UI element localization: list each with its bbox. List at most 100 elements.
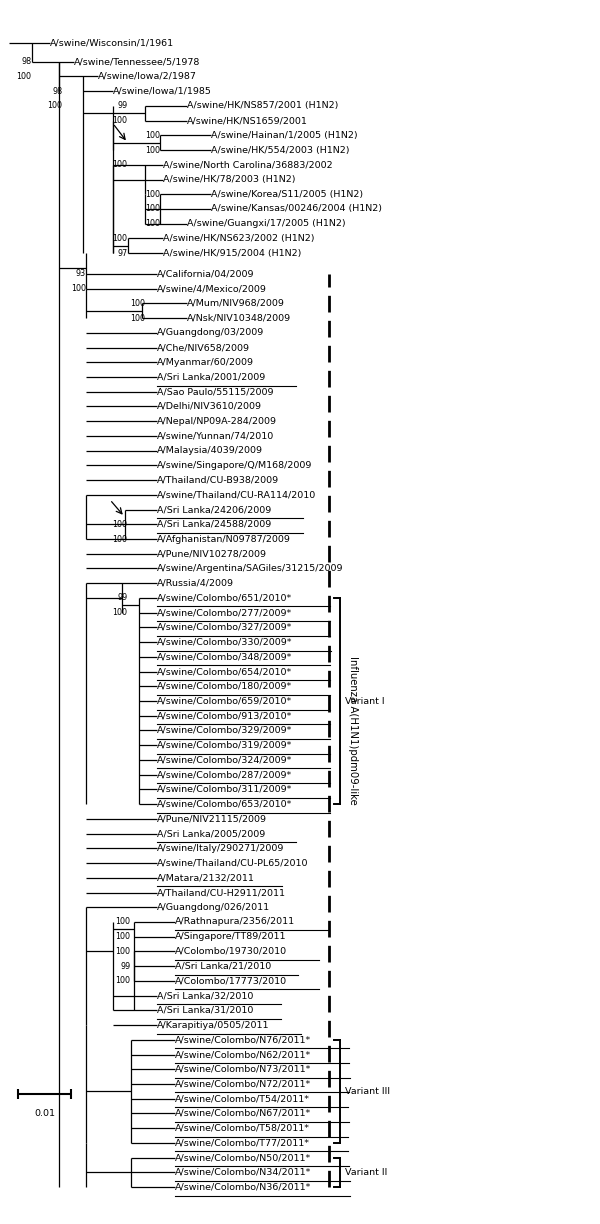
- Text: A/Nepal/NP09A-284/2009: A/Nepal/NP09A-284/2009: [157, 416, 277, 426]
- Text: A/Karapitiya/0505/2011: A/Karapitiya/0505/2011: [157, 1021, 270, 1029]
- Text: A/swine/Yunnan/74/2010: A/swine/Yunnan/74/2010: [157, 431, 275, 441]
- Text: A/Colombo/19730/2010: A/Colombo/19730/2010: [175, 947, 287, 956]
- Text: 100: 100: [130, 313, 145, 323]
- Text: A/Colombo/17773/2010: A/Colombo/17773/2010: [175, 977, 287, 985]
- Text: A/swine/Colombo/N50/2011*: A/swine/Colombo/N50/2011*: [175, 1153, 311, 1162]
- Text: A/swine/Italy/290271/2009: A/swine/Italy/290271/2009: [157, 843, 285, 853]
- Text: 100: 100: [130, 299, 145, 308]
- Text: A/Malaysia/4039/2009: A/Malaysia/4039/2009: [157, 447, 263, 455]
- Text: A/swine/Colombo/180/2009*: A/swine/Colombo/180/2009*: [157, 682, 293, 690]
- Text: 100: 100: [113, 520, 128, 529]
- Text: 100: 100: [113, 535, 128, 543]
- Text: 100: 100: [113, 160, 128, 169]
- Text: A/swine/Colombo/N73/2011*: A/swine/Colombo/N73/2011*: [175, 1065, 311, 1073]
- Text: A/Sri Lanka/24588/2009: A/Sri Lanka/24588/2009: [157, 520, 272, 529]
- Text: Influenza A(H1N1)pdm09-like: Influenza A(H1N1)pdm09-like: [349, 656, 358, 805]
- Text: A/swine/HK/915/2004 (H1N2): A/swine/HK/915/2004 (H1N2): [163, 248, 302, 258]
- Text: A/swine/Colombo/N76/2011*: A/swine/Colombo/N76/2011*: [175, 1036, 311, 1044]
- Text: 99: 99: [118, 102, 128, 110]
- Text: 100: 100: [116, 947, 131, 956]
- Text: A/swine/Colombo/T54/2011*: A/swine/Colombo/T54/2011*: [175, 1094, 310, 1103]
- Text: Variant II: Variant II: [345, 1168, 388, 1176]
- Text: A/swine/Wisconsin/1/1961: A/swine/Wisconsin/1/1961: [50, 38, 175, 48]
- Text: A/swine/Colombo/T58/2011*: A/swine/Colombo/T58/2011*: [175, 1124, 310, 1132]
- Text: A/Che/NIV658/2009: A/Che/NIV658/2009: [157, 343, 250, 353]
- Text: 100: 100: [145, 204, 160, 213]
- Text: A/swine/HK/78/2003 (H1N2): A/swine/HK/78/2003 (H1N2): [163, 175, 296, 184]
- Text: 100: 100: [113, 234, 128, 242]
- Text: A/swine/Colombo/N36/2011*: A/swine/Colombo/N36/2011*: [175, 1182, 311, 1192]
- Text: A/swine/Iowa/1/1985: A/swine/Iowa/1/1985: [113, 87, 212, 95]
- Text: Variant III: Variant III: [345, 1087, 391, 1095]
- Text: A/Russia/4/2009: A/Russia/4/2009: [157, 579, 235, 588]
- Text: A/swine/Colombo/N67/2011*: A/swine/Colombo/N67/2011*: [175, 1109, 311, 1118]
- Text: A/swine/Argentina/SAGiles/31215/2009: A/swine/Argentina/SAGiles/31215/2009: [157, 564, 344, 573]
- Text: A/swine/Colombo/319/2009*: A/swine/Colombo/319/2009*: [157, 741, 293, 750]
- Text: A/Matara/2132/2011: A/Matara/2132/2011: [157, 873, 255, 883]
- Text: A/Sri Lanka/2001/2009: A/Sri Lanka/2001/2009: [157, 372, 266, 382]
- Text: A/Sri Lanka/21/2010: A/Sri Lanka/21/2010: [175, 962, 271, 971]
- Text: A/swine/Guangxi/17/2005 (H1N2): A/swine/Guangxi/17/2005 (H1N2): [187, 219, 346, 228]
- Text: A/swine/Colombo/311/2009*: A/swine/Colombo/311/2009*: [157, 785, 293, 794]
- Text: A/Sri Lanka/31/2010: A/Sri Lanka/31/2010: [157, 1006, 254, 1015]
- Text: A/California/04/2009: A/California/04/2009: [157, 269, 255, 278]
- Text: 100: 100: [71, 284, 86, 293]
- Text: A/swine/Iowa/2/1987: A/swine/Iowa/2/1987: [98, 72, 197, 81]
- Text: A/swine/Colombo/N72/2011*: A/swine/Colombo/N72/2011*: [175, 1080, 311, 1088]
- Text: 100: 100: [16, 72, 31, 81]
- Text: A/swine/Singapore/Q/M168/2009: A/swine/Singapore/Q/M168/2009: [157, 461, 313, 470]
- Text: 100: 100: [145, 146, 160, 154]
- Text: 100: 100: [116, 918, 131, 927]
- Text: A/swine/Thailand/CU-PL65/2010: A/swine/Thailand/CU-PL65/2010: [157, 858, 309, 868]
- Text: A/swine/Colombo/653/2010*: A/swine/Colombo/653/2010*: [157, 799, 293, 809]
- Text: 98: 98: [21, 58, 31, 66]
- Text: 100: 100: [116, 933, 131, 941]
- Text: 98: 98: [52, 87, 62, 95]
- Text: A/Sao Paulo/55115/2009: A/Sao Paulo/55115/2009: [157, 387, 274, 397]
- Text: A/swine/Colombo/327/2009*: A/swine/Colombo/327/2009*: [157, 623, 293, 632]
- Text: 100: 100: [145, 131, 160, 140]
- Text: A/swine/HK/554/2003 (H1N2): A/swine/HK/554/2003 (H1N2): [211, 146, 349, 154]
- Text: A/Sri Lanka/24206/2009: A/Sri Lanka/24206/2009: [157, 506, 272, 514]
- Text: A/swine/Colombo/287/2009*: A/swine/Colombo/287/2009*: [157, 770, 293, 780]
- Text: Variant I: Variant I: [345, 696, 385, 705]
- Text: A/swine/Colombo/348/2009*: A/swine/Colombo/348/2009*: [157, 652, 293, 661]
- Text: A/swine/Colombo/659/2010*: A/swine/Colombo/659/2010*: [157, 696, 293, 705]
- Text: A/swine/Colombo/N62/2011*: A/swine/Colombo/N62/2011*: [175, 1050, 311, 1059]
- Text: A/swine/Colombo/324/2009*: A/swine/Colombo/324/2009*: [157, 755, 293, 765]
- Text: A/swine/North Carolina/36883/2002: A/swine/North Carolina/36883/2002: [163, 160, 333, 169]
- Text: A/swine/HK/NS1659/2001: A/swine/HK/NS1659/2001: [187, 116, 308, 125]
- Text: A/Nsk/NIV10348/2009: A/Nsk/NIV10348/2009: [187, 313, 291, 323]
- Text: 100: 100: [145, 190, 160, 198]
- Text: A/Guangdong/026/2011: A/Guangdong/026/2011: [157, 903, 271, 912]
- Text: A/swine/Kansas/00246/2004 (H1N2): A/swine/Kansas/00246/2004 (H1N2): [211, 204, 382, 213]
- Text: A/swine/HK/NS623/2002 (H1N2): A/swine/HK/NS623/2002 (H1N2): [163, 234, 315, 242]
- Text: A/swine/Hainan/1/2005 (H1N2): A/swine/Hainan/1/2005 (H1N2): [211, 131, 358, 140]
- Text: A/swine/Colombo/N34/2011*: A/swine/Colombo/N34/2011*: [175, 1168, 311, 1176]
- Text: A/Delhi/NIV3610/2009: A/Delhi/NIV3610/2009: [157, 401, 262, 411]
- Text: A/Sri Lanka/32/2010: A/Sri Lanka/32/2010: [157, 991, 254, 1000]
- Text: A/Thailand/CU-B938/2009: A/Thailand/CU-B938/2009: [157, 476, 280, 485]
- Text: A/Thailand/CU-H2911/2011: A/Thailand/CU-H2911/2011: [157, 887, 286, 897]
- Text: A/swine/Colombo/329/2009*: A/swine/Colombo/329/2009*: [157, 726, 293, 734]
- Text: 100: 100: [116, 977, 131, 985]
- Text: 99: 99: [121, 962, 131, 971]
- Text: A/Pune/NIV21115/2009: A/Pune/NIV21115/2009: [157, 814, 268, 824]
- Text: A/swine/Colombo/651/2010*: A/swine/Colombo/651/2010*: [157, 594, 293, 602]
- Text: 100: 100: [47, 102, 62, 110]
- Text: A/Guangdong/03/2009: A/Guangdong/03/2009: [157, 328, 265, 338]
- Text: A/Rathnapura/2356/2011: A/Rathnapura/2356/2011: [175, 918, 295, 927]
- Text: A/Myanmar/60/2009: A/Myanmar/60/2009: [157, 357, 254, 367]
- Text: 99: 99: [118, 594, 128, 602]
- Text: A/swine/Colombo/654/2010*: A/swine/Colombo/654/2010*: [157, 667, 293, 676]
- Text: A/swine/Colombo/T77/2011*: A/swine/Colombo/T77/2011*: [175, 1138, 310, 1147]
- Text: A/swine/Colombo/330/2009*: A/swine/Colombo/330/2009*: [157, 638, 293, 646]
- Text: 97: 97: [118, 248, 128, 258]
- Text: A/swine/Colombo/913/2010*: A/swine/Colombo/913/2010*: [157, 711, 293, 720]
- Text: A/swine/4/Mexico/2009: A/swine/4/Mexico/2009: [157, 284, 267, 293]
- Text: 0.01: 0.01: [34, 1109, 55, 1118]
- Text: A/swine/Korea/S11/2005 (H1N2): A/swine/Korea/S11/2005 (H1N2): [211, 190, 363, 198]
- Text: A/Mum/NIV968/2009: A/Mum/NIV968/2009: [187, 299, 285, 308]
- Text: 100: 100: [145, 219, 160, 228]
- Text: A/swine/HK/NS857/2001 (H1N2): A/swine/HK/NS857/2001 (H1N2): [187, 102, 338, 110]
